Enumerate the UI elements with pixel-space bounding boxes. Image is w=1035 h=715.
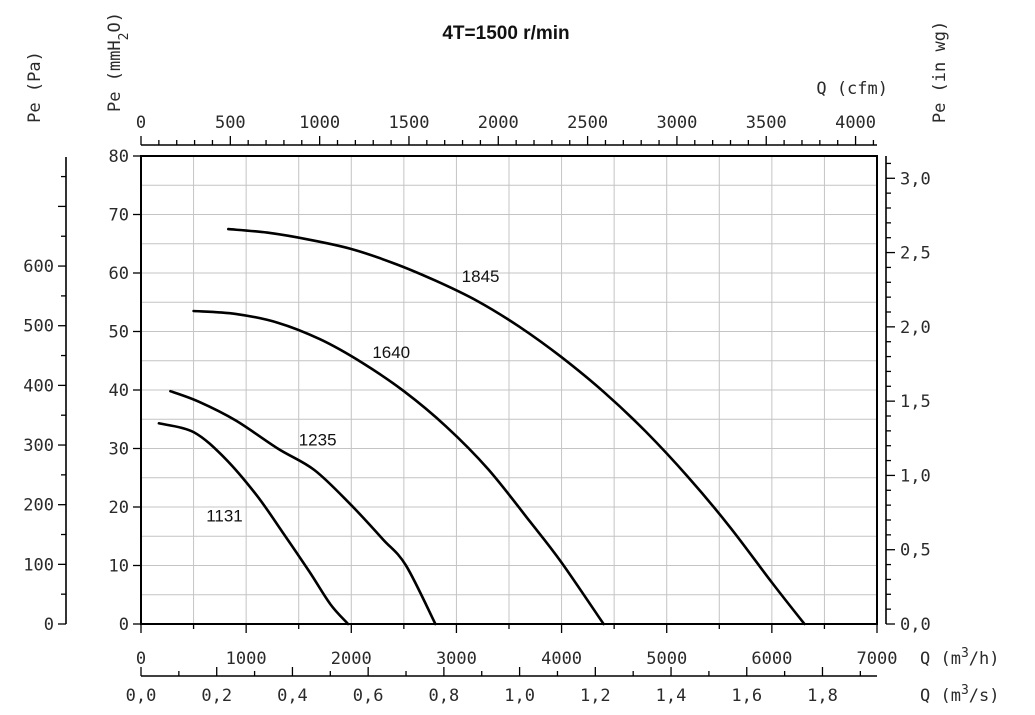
x-axis-secondary-label: Q (m3/s): [920, 683, 1000, 707]
x-secondary-tick-label: 0,8: [429, 686, 460, 706]
y-outer-tick-label: 600: [23, 257, 54, 277]
y-inner-tick-label: 0: [119, 615, 129, 635]
x-axis-top-label: Q (cfm): [816, 79, 888, 99]
x-top-tick-label: 3000: [656, 113, 697, 133]
x-primary-tick-label: 3000: [436, 649, 477, 669]
y-inner-tick-label: 20: [109, 498, 129, 518]
y-right-tick-label: 3,0: [900, 169, 931, 189]
y-inner-tick-label: 50: [109, 323, 129, 343]
x-top-tick-label: 500: [215, 113, 246, 133]
x-secondary-tick-label: 0,2: [201, 686, 232, 706]
x-top-tick-label: 4000: [835, 113, 876, 133]
y-outer-tick-label: 300: [23, 436, 54, 456]
chart-axes: 0 10 20 30 40 50 60 70 80 0 100 200 300 400 500 600 0,0 0…: [23, 113, 930, 706]
y-inner-tick-label: 40: [109, 381, 129, 401]
y-axis-right-label: Pe (in wg): [930, 21, 950, 123]
x-secondary-tick-label: 0,6: [353, 686, 384, 706]
fan-curves: 1131 1235 1640 1845: [157, 227, 806, 626]
curve-1845: [227, 227, 806, 626]
x-top-tick-label: 2000: [478, 113, 519, 133]
x-primary-tick-label: 4000: [541, 649, 582, 669]
y-right-tick-label: 1,5: [900, 392, 931, 412]
y-outer-tick-label: 200: [23, 496, 54, 516]
x-secondary-tick-label: 1,4: [656, 686, 687, 706]
x-secondary-tick-label: 1,2: [580, 686, 611, 706]
x-secondary-tick-label: 0,0: [126, 686, 157, 706]
x-primary-tick-label: 5000: [646, 649, 687, 669]
y-inner-tick-label: 80: [109, 147, 129, 167]
curve-label-1640: 1640: [372, 343, 410, 362]
y-inner-tick-label: 30: [109, 440, 129, 460]
x-top-tick-label: 1000: [299, 113, 340, 133]
y-inner-tick-label: 10: [109, 557, 129, 577]
x-top-tick-label: 2500: [567, 113, 608, 133]
x-secondary-tick-label: 0,4: [277, 686, 308, 706]
y-outer-tick-label: 100: [23, 555, 54, 575]
curve-label-1235: 1235: [299, 431, 337, 450]
curve-1131: [157, 422, 350, 626]
plot-grid: [141, 156, 877, 624]
x-primary-tick-label: 6000: [751, 649, 792, 669]
x-primary-tick-label: 7000: [857, 649, 898, 669]
x-axis-primary-label: Q (m3/h): [920, 646, 1000, 670]
x-top-tick-label: 0: [136, 113, 146, 133]
y-inner-tick-label: 60: [109, 264, 129, 284]
curve-1640: [192, 309, 605, 626]
curve-label-1845: 1845: [462, 267, 500, 286]
y-right-tick-label: 2,5: [900, 244, 931, 264]
x-secondary-tick-label: 1,0: [504, 686, 535, 706]
y-outer-tick-label: 0: [44, 615, 54, 635]
x-top-tick-label: 1500: [388, 113, 429, 133]
y-axis-outer-label: Pe (Pa): [25, 51, 45, 123]
x-secondary-tick-label: 1,6: [731, 686, 762, 706]
x-top-tick-label: 3500: [746, 113, 787, 133]
chart-title: 4T=1500 r/min: [442, 23, 569, 44]
y-right-tick-label: 2,0: [900, 318, 931, 338]
curve-label-1131: 1131: [206, 507, 243, 526]
y-right-tick-label: 1,0: [900, 466, 931, 486]
y-inner-tick-label: 70: [109, 206, 129, 226]
y-outer-tick-label: 500: [23, 317, 54, 337]
y-right-tick-label: 0,0: [900, 615, 931, 635]
x-secondary-tick-label: 1,8: [807, 686, 838, 706]
y-outer-tick-label: 400: [23, 376, 54, 396]
x-primary-tick-label: 1000: [226, 649, 267, 669]
curve-1235: [169, 389, 437, 626]
x-primary-tick-label: 2000: [331, 649, 372, 669]
x-primary-tick-label: 0: [136, 649, 146, 669]
y-right-tick-label: 0,5: [900, 541, 931, 561]
y-axis-inner-label: Pe (mmH2O): [105, 12, 132, 112]
